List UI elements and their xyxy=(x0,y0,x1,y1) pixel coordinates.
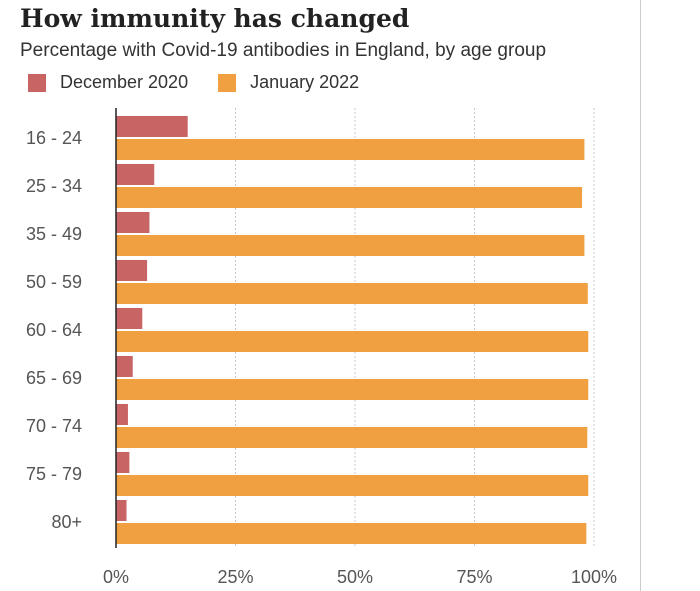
legend-swatch-december-2020 xyxy=(28,73,46,92)
x-tick-label: 75% xyxy=(456,567,492,587)
y-category-label: 75 - 79 xyxy=(26,464,82,484)
bar-december-2020 xyxy=(116,404,128,425)
bar-january-2022 xyxy=(116,331,589,352)
y-category-label: 70 - 74 xyxy=(26,416,82,436)
x-tick-label: 100% xyxy=(571,567,617,587)
bar-december-2020 xyxy=(116,452,130,473)
bar-january-2022 xyxy=(116,475,589,496)
axes: 0% 25% 50% 75% 100% 16 - 24 25 - 34 35 - 49 50 -… xyxy=(26,108,617,587)
legend-item-january-2022: January 2022 xyxy=(210,72,359,93)
bar-january-2022 xyxy=(116,235,585,256)
x-tick-label: 50% xyxy=(337,567,373,587)
bar-january-2022 xyxy=(116,427,588,448)
y-category-label: 16 - 24 xyxy=(26,128,82,148)
x-tick-label: 25% xyxy=(217,567,253,587)
bar-december-2020 xyxy=(116,500,127,521)
bar-december-2020 xyxy=(116,260,148,281)
legend-label-january-2022: January 2022 xyxy=(250,72,360,92)
grid xyxy=(235,108,595,548)
bar-january-2022 xyxy=(116,187,583,208)
y-category-label: 65 - 69 xyxy=(26,368,82,388)
chart-subtitle: Percentage with Covid-19 antibodies in E… xyxy=(20,40,547,61)
x-tick-label: 0% xyxy=(103,567,129,587)
bars xyxy=(116,116,589,544)
y-category-label: 50 - 59 xyxy=(26,272,82,292)
frame-divider xyxy=(640,0,641,591)
chart-title: How immunity has changed xyxy=(20,4,410,33)
bar-december-2020 xyxy=(116,164,155,185)
bar-december-2020 xyxy=(116,308,143,329)
bar-january-2022 xyxy=(116,379,589,400)
legend-item-december-2020: December 2020 xyxy=(20,72,188,93)
y-category-label: 25 - 34 xyxy=(26,176,82,196)
bar-december-2020 xyxy=(116,116,188,137)
legend-swatch-january-2022 xyxy=(218,73,237,92)
legend-label-december-2020: December 2020 xyxy=(60,72,189,92)
legend: December 2020 January 2022 xyxy=(20,72,381,93)
bar-december-2020 xyxy=(116,212,150,233)
y-category-label: 35 - 49 xyxy=(26,224,82,244)
bar-january-2022 xyxy=(116,283,588,304)
y-category-label: 60 - 64 xyxy=(26,320,82,340)
y-category-label: 80+ xyxy=(51,512,82,532)
bar-january-2022 xyxy=(116,139,585,160)
bar-december-2020 xyxy=(116,356,133,377)
bar-january-2022 xyxy=(116,523,587,544)
